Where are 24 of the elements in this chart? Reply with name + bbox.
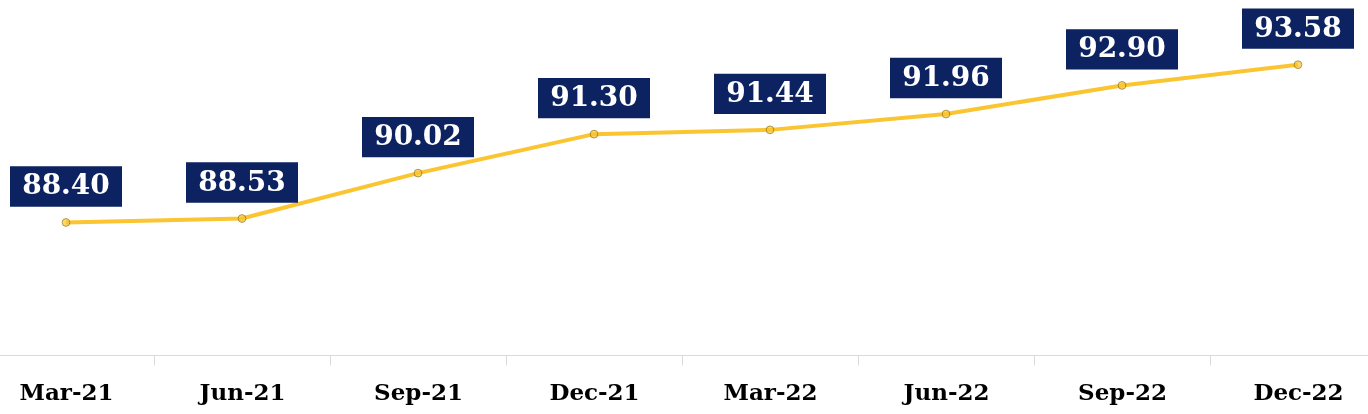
x-tick-label: Dec-22 [1253, 377, 1344, 405]
point [941, 109, 951, 119]
x-tick-label: Mar-22 [723, 377, 818, 405]
x-tick-label: Mar-21 [19, 377, 114, 405]
data-label: 91.96 [902, 60, 990, 94]
x-tick-label: Sep-22 [1078, 377, 1167, 405]
data-label: 93.58 [1254, 10, 1342, 44]
data-label: 92.90 [1078, 31, 1166, 65]
point [1293, 60, 1303, 70]
data-label: 88.53 [198, 164, 286, 198]
data-label: 90.02 [374, 119, 462, 153]
point [765, 125, 775, 135]
point [237, 214, 247, 223]
data-label: 91.30 [550, 80, 638, 114]
point [413, 168, 423, 178]
x-tick-label: Dec-21 [549, 377, 640, 405]
x-tick-label: Jun-22 [901, 377, 990, 405]
point [589, 129, 599, 139]
x-tick-label: Jun-21 [197, 377, 286, 405]
point [61, 218, 71, 227]
point [1117, 81, 1127, 90]
data-label: 91.44 [726, 75, 814, 109]
x-tick-label: Sep-21 [374, 377, 463, 405]
data-label: 88.40 [22, 168, 110, 202]
